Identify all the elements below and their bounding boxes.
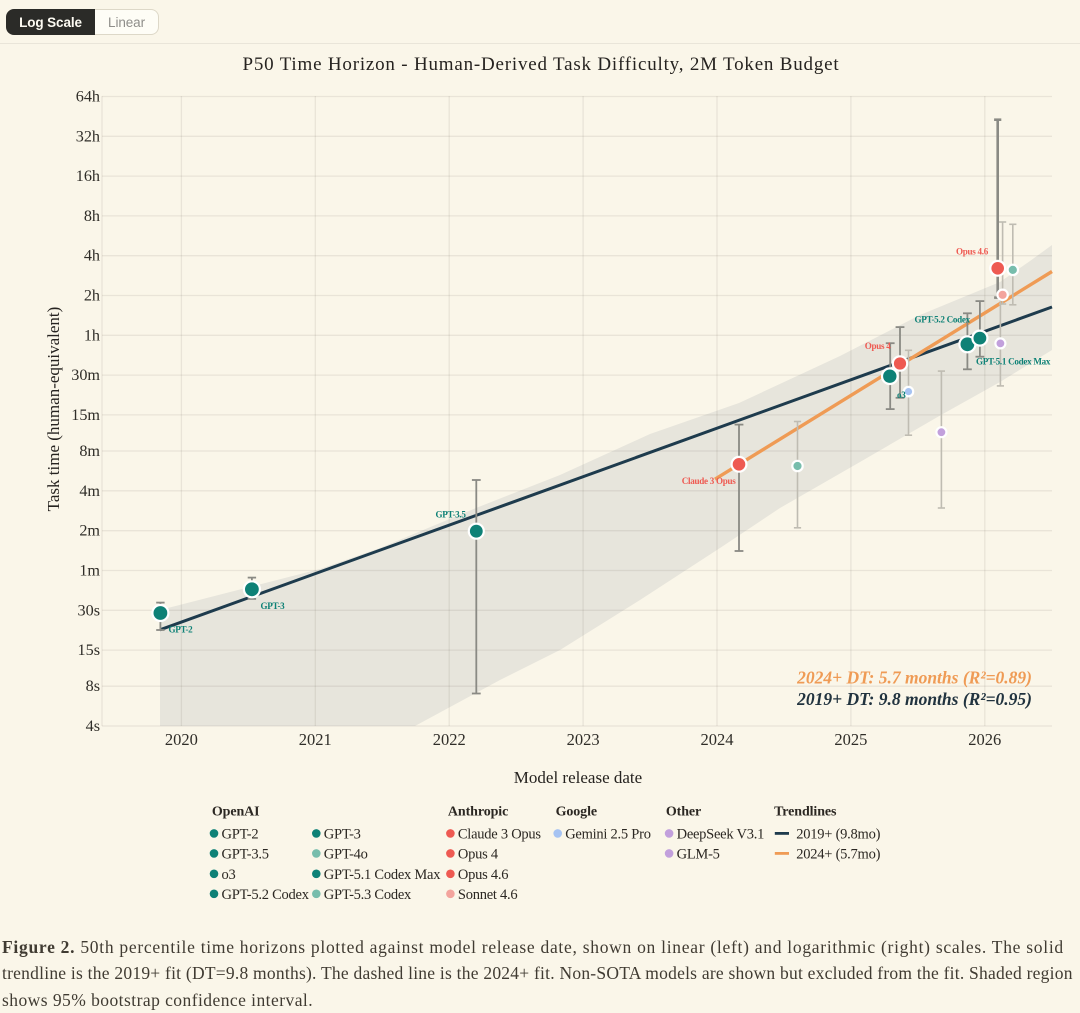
svg-text:GPT-5.1 Codex Max: GPT-5.1 Codex Max xyxy=(976,357,1051,367)
svg-text:8m: 8m xyxy=(79,442,100,460)
svg-text:Trendlines: Trendlines xyxy=(774,805,837,820)
svg-text:GLM-5: GLM-5 xyxy=(677,847,720,863)
svg-text:GPT-3.5: GPT-3.5 xyxy=(436,510,467,520)
svg-text:Other: Other xyxy=(666,805,701,820)
svg-text:Opus 4.6: Opus 4.6 xyxy=(956,247,989,257)
svg-text:16h: 16h xyxy=(76,167,100,185)
svg-text:64h: 64h xyxy=(76,88,100,106)
svg-text:DeepSeek V3.1: DeepSeek V3.1 xyxy=(677,827,765,843)
svg-text:1m: 1m xyxy=(79,562,100,580)
svg-text:Google: Google xyxy=(556,805,597,820)
svg-text:4s: 4s xyxy=(86,717,100,735)
svg-text:Model release date: Model release date xyxy=(514,768,642,787)
svg-text:GPT-3: GPT-3 xyxy=(324,827,361,843)
svg-text:OpenAI: OpenAI xyxy=(212,805,260,820)
svg-text:o3: o3 xyxy=(222,867,236,883)
svg-text:4h: 4h xyxy=(84,247,100,265)
svg-text:30s: 30s xyxy=(78,601,101,619)
svg-text:8s: 8s xyxy=(86,677,100,695)
svg-text:Gemini 2.5 Pro: Gemini 2.5 Pro xyxy=(565,827,651,843)
svg-text:GPT-5.2 Codex: GPT-5.2 Codex xyxy=(915,315,971,325)
svg-text:Anthropic: Anthropic xyxy=(448,805,508,820)
svg-text:15m: 15m xyxy=(71,406,100,424)
svg-text:GPT-3: GPT-3 xyxy=(261,601,286,611)
svg-text:4m: 4m xyxy=(79,482,100,500)
svg-text:1h: 1h xyxy=(84,326,100,344)
svg-text:Sonnet 4.6: Sonnet 4.6 xyxy=(458,887,518,903)
svg-text:2020: 2020 xyxy=(165,730,198,749)
svg-text:GPT-5.2 Codex: GPT-5.2 Codex xyxy=(222,887,310,903)
svg-text:2m: 2m xyxy=(79,522,100,540)
svg-text:GPT-5.3 Codex: GPT-5.3 Codex xyxy=(324,887,412,903)
svg-text:2h: 2h xyxy=(84,287,100,305)
svg-text:GPT-2: GPT-2 xyxy=(169,625,194,635)
svg-text:Opus 4: Opus 4 xyxy=(458,847,499,863)
svg-text:GPT-2: GPT-2 xyxy=(222,827,259,843)
svg-text:30m: 30m xyxy=(71,366,100,384)
svg-text:Opus 4: Opus 4 xyxy=(865,341,892,351)
svg-text:GPT-5.1 Codex Max: GPT-5.1 Codex Max xyxy=(324,867,441,883)
svg-text:GPT-4o: GPT-4o xyxy=(324,847,368,863)
svg-text:2025: 2025 xyxy=(834,730,867,749)
svg-text:2026: 2026 xyxy=(968,730,1001,749)
svg-text:2021: 2021 xyxy=(299,730,332,749)
svg-text:8h: 8h xyxy=(84,207,100,225)
svg-text:2024+ DT: 5.7 months (R²=0.89): 2024+ DT: 5.7 months (R²=0.89) xyxy=(796,668,1032,688)
svg-text:Claude 3 Opus: Claude 3 Opus xyxy=(682,476,736,486)
svg-text:15s: 15s xyxy=(78,641,101,659)
svg-text:2023: 2023 xyxy=(567,730,600,749)
svg-text:32h: 32h xyxy=(76,127,100,145)
svg-text:Claude 3 Opus: Claude 3 Opus xyxy=(458,827,542,843)
svg-text:2024: 2024 xyxy=(701,730,734,749)
svg-text:GPT-3.5: GPT-3.5 xyxy=(222,847,269,863)
svg-text:2022: 2022 xyxy=(433,730,466,749)
svg-text:2024+ (5.7mo): 2024+ (5.7mo) xyxy=(796,847,880,863)
svg-text:2019+ DT: 9.8 months (R²=0.95): 2019+ DT: 9.8 months (R²=0.95) xyxy=(796,689,1032,709)
svg-text:Task time (human-equivalent): Task time (human-equivalent) xyxy=(44,307,63,512)
svg-text:Opus 4.6: Opus 4.6 xyxy=(458,867,508,883)
svg-text:2019+ (9.8mo): 2019+ (9.8mo) xyxy=(796,827,880,843)
svg-text:P50 Time Horizon - Human-Deriv: P50 Time Horizon - Human-Derived Task Di… xyxy=(243,54,840,75)
svg-text:o3: o3 xyxy=(897,390,906,400)
